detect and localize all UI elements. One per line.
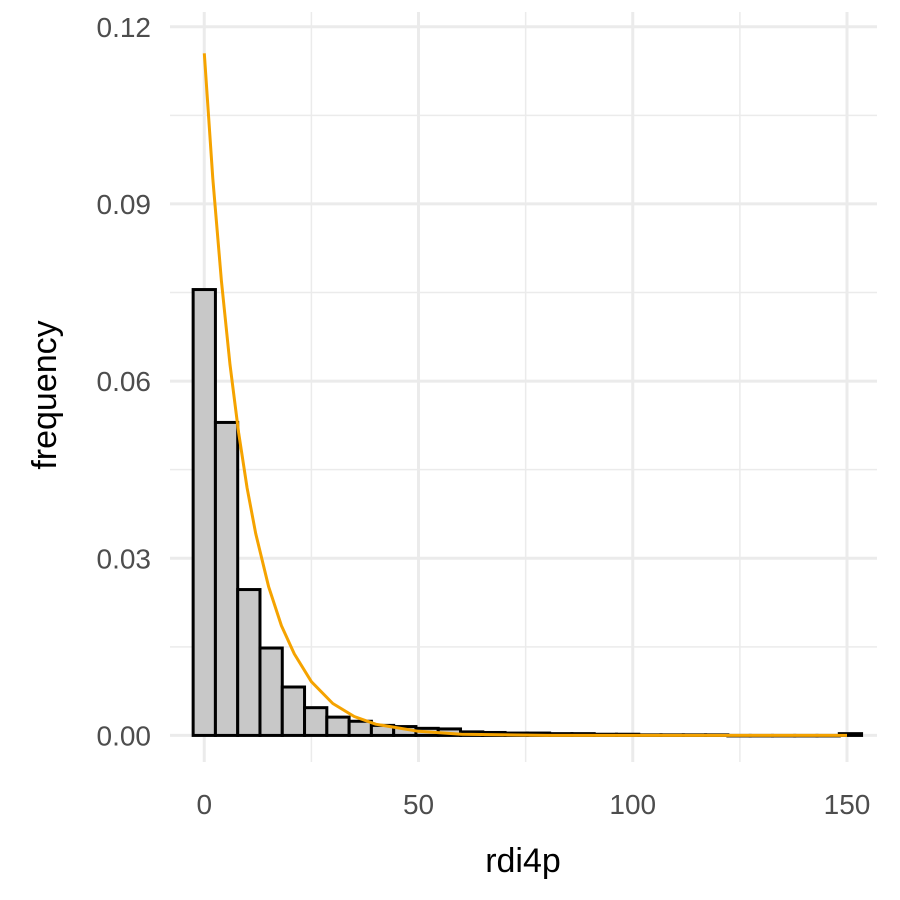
histogram-bar: [347, 719, 373, 737]
x-tick-label: 50: [403, 789, 434, 820]
tick-labels: 0 50 100 150 0.00 0.03 0.06 0.09 0.12: [97, 12, 871, 820]
y-tick-label: 0.06: [97, 366, 152, 397]
density-curve: [202, 53, 847, 737]
histogram-bar: [236, 588, 262, 737]
y-tick-label: 0.09: [97, 189, 152, 220]
x-tick-label: 0: [196, 789, 212, 820]
histogram-bar: [303, 706, 329, 737]
histogram-bar: [213, 420, 240, 737]
y-tick-label: 0.12: [97, 12, 152, 43]
x-tick-label: 150: [824, 789, 871, 820]
y-tick-label: 0.03: [97, 543, 152, 574]
y-tick-label: 0.00: [97, 720, 152, 751]
x-axis-title: rdi4p: [485, 842, 561, 880]
y-axis-title: frequency: [26, 320, 64, 469]
histogram-bar: [258, 646, 284, 737]
histogram-bar: [280, 685, 307, 737]
histogram-bar: [191, 288, 217, 737]
histogram-bar: [325, 715, 351, 737]
histogram-bars: [191, 288, 864, 738]
x-tick-label: 100: [609, 789, 656, 820]
density-curve-line: [202, 53, 847, 737]
